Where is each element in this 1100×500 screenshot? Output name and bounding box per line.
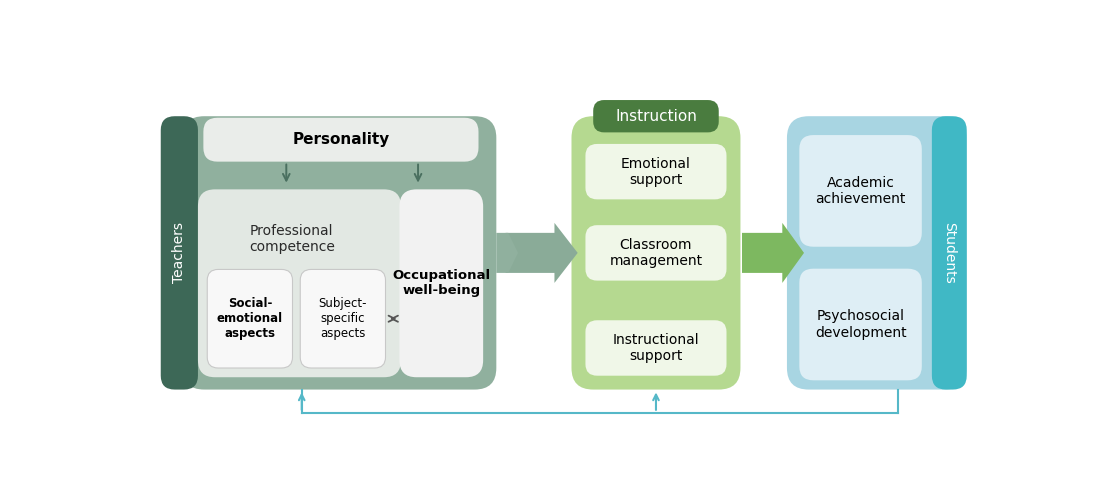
Text: Academic
achievement: Academic achievement: [815, 176, 905, 206]
FancyBboxPatch shape: [932, 116, 967, 390]
Text: Instructional
support: Instructional support: [613, 333, 700, 363]
Text: Social-
emotional
aspects: Social- emotional aspects: [217, 297, 283, 340]
FancyBboxPatch shape: [593, 100, 718, 132]
FancyBboxPatch shape: [399, 190, 483, 377]
Text: Personality: Personality: [293, 132, 389, 147]
FancyBboxPatch shape: [161, 116, 198, 390]
FancyBboxPatch shape: [204, 118, 478, 162]
Text: Teachers: Teachers: [173, 222, 186, 284]
FancyBboxPatch shape: [585, 144, 726, 200]
Polygon shape: [496, 233, 518, 273]
Text: Occupational
well-being: Occupational well-being: [393, 270, 491, 297]
FancyBboxPatch shape: [800, 135, 922, 246]
Text: Professional
competence: Professional competence: [249, 224, 334, 254]
Text: Students: Students: [943, 222, 956, 284]
FancyBboxPatch shape: [585, 320, 726, 376]
FancyBboxPatch shape: [800, 268, 922, 380]
Text: Psychosocial
development: Psychosocial development: [815, 310, 906, 340]
FancyBboxPatch shape: [198, 190, 402, 377]
Polygon shape: [506, 223, 578, 283]
FancyBboxPatch shape: [572, 116, 740, 390]
Polygon shape: [742, 223, 804, 283]
FancyBboxPatch shape: [183, 116, 496, 390]
Text: Classroom
management: Classroom management: [609, 238, 703, 268]
FancyBboxPatch shape: [585, 225, 726, 280]
Text: Emotional
support: Emotional support: [621, 156, 691, 187]
FancyBboxPatch shape: [207, 270, 293, 368]
Text: Subject-
specific
aspects: Subject- specific aspects: [319, 297, 367, 340]
FancyBboxPatch shape: [786, 116, 967, 390]
Text: Instruction: Instruction: [615, 108, 697, 124]
FancyBboxPatch shape: [300, 270, 385, 368]
